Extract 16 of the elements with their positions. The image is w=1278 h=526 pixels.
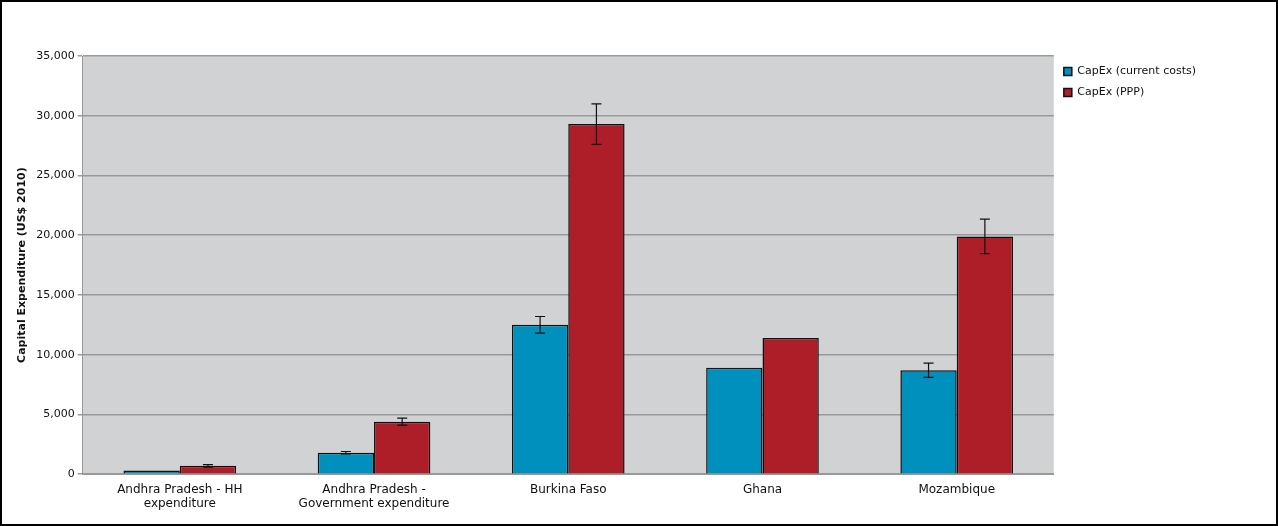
y-tick-label: 0: [67, 467, 75, 481]
y-tick-label: 10,000: [36, 347, 75, 361]
x-tick-label: Andhra Pradesh - HH expenditure: [117, 481, 243, 510]
y-tick-label: 30,000: [36, 108, 75, 122]
legend-label: CapEx (PPP): [1077, 85, 1145, 99]
x-tick-label: Mozambique: [918, 481, 996, 496]
x-tick-label: Andhra Pradesh - Government expenditure: [298, 481, 450, 510]
x-tick-label: Ghana: [742, 481, 783, 496]
y-tick-label: 20,000: [36, 228, 75, 242]
x-tick-label: Burkina Faso: [529, 481, 607, 496]
legend-label: CapEx (current costs): [1077, 64, 1197, 78]
y-tick-label: 5,000: [43, 407, 75, 421]
y-tick-label: 35,000: [36, 48, 75, 62]
y-tick-label: 15,000: [36, 287, 75, 301]
y-axis-title: Capital Expenditure (US$ 2010): [15, 167, 29, 363]
y-tick-label: 25,000: [36, 168, 75, 182]
